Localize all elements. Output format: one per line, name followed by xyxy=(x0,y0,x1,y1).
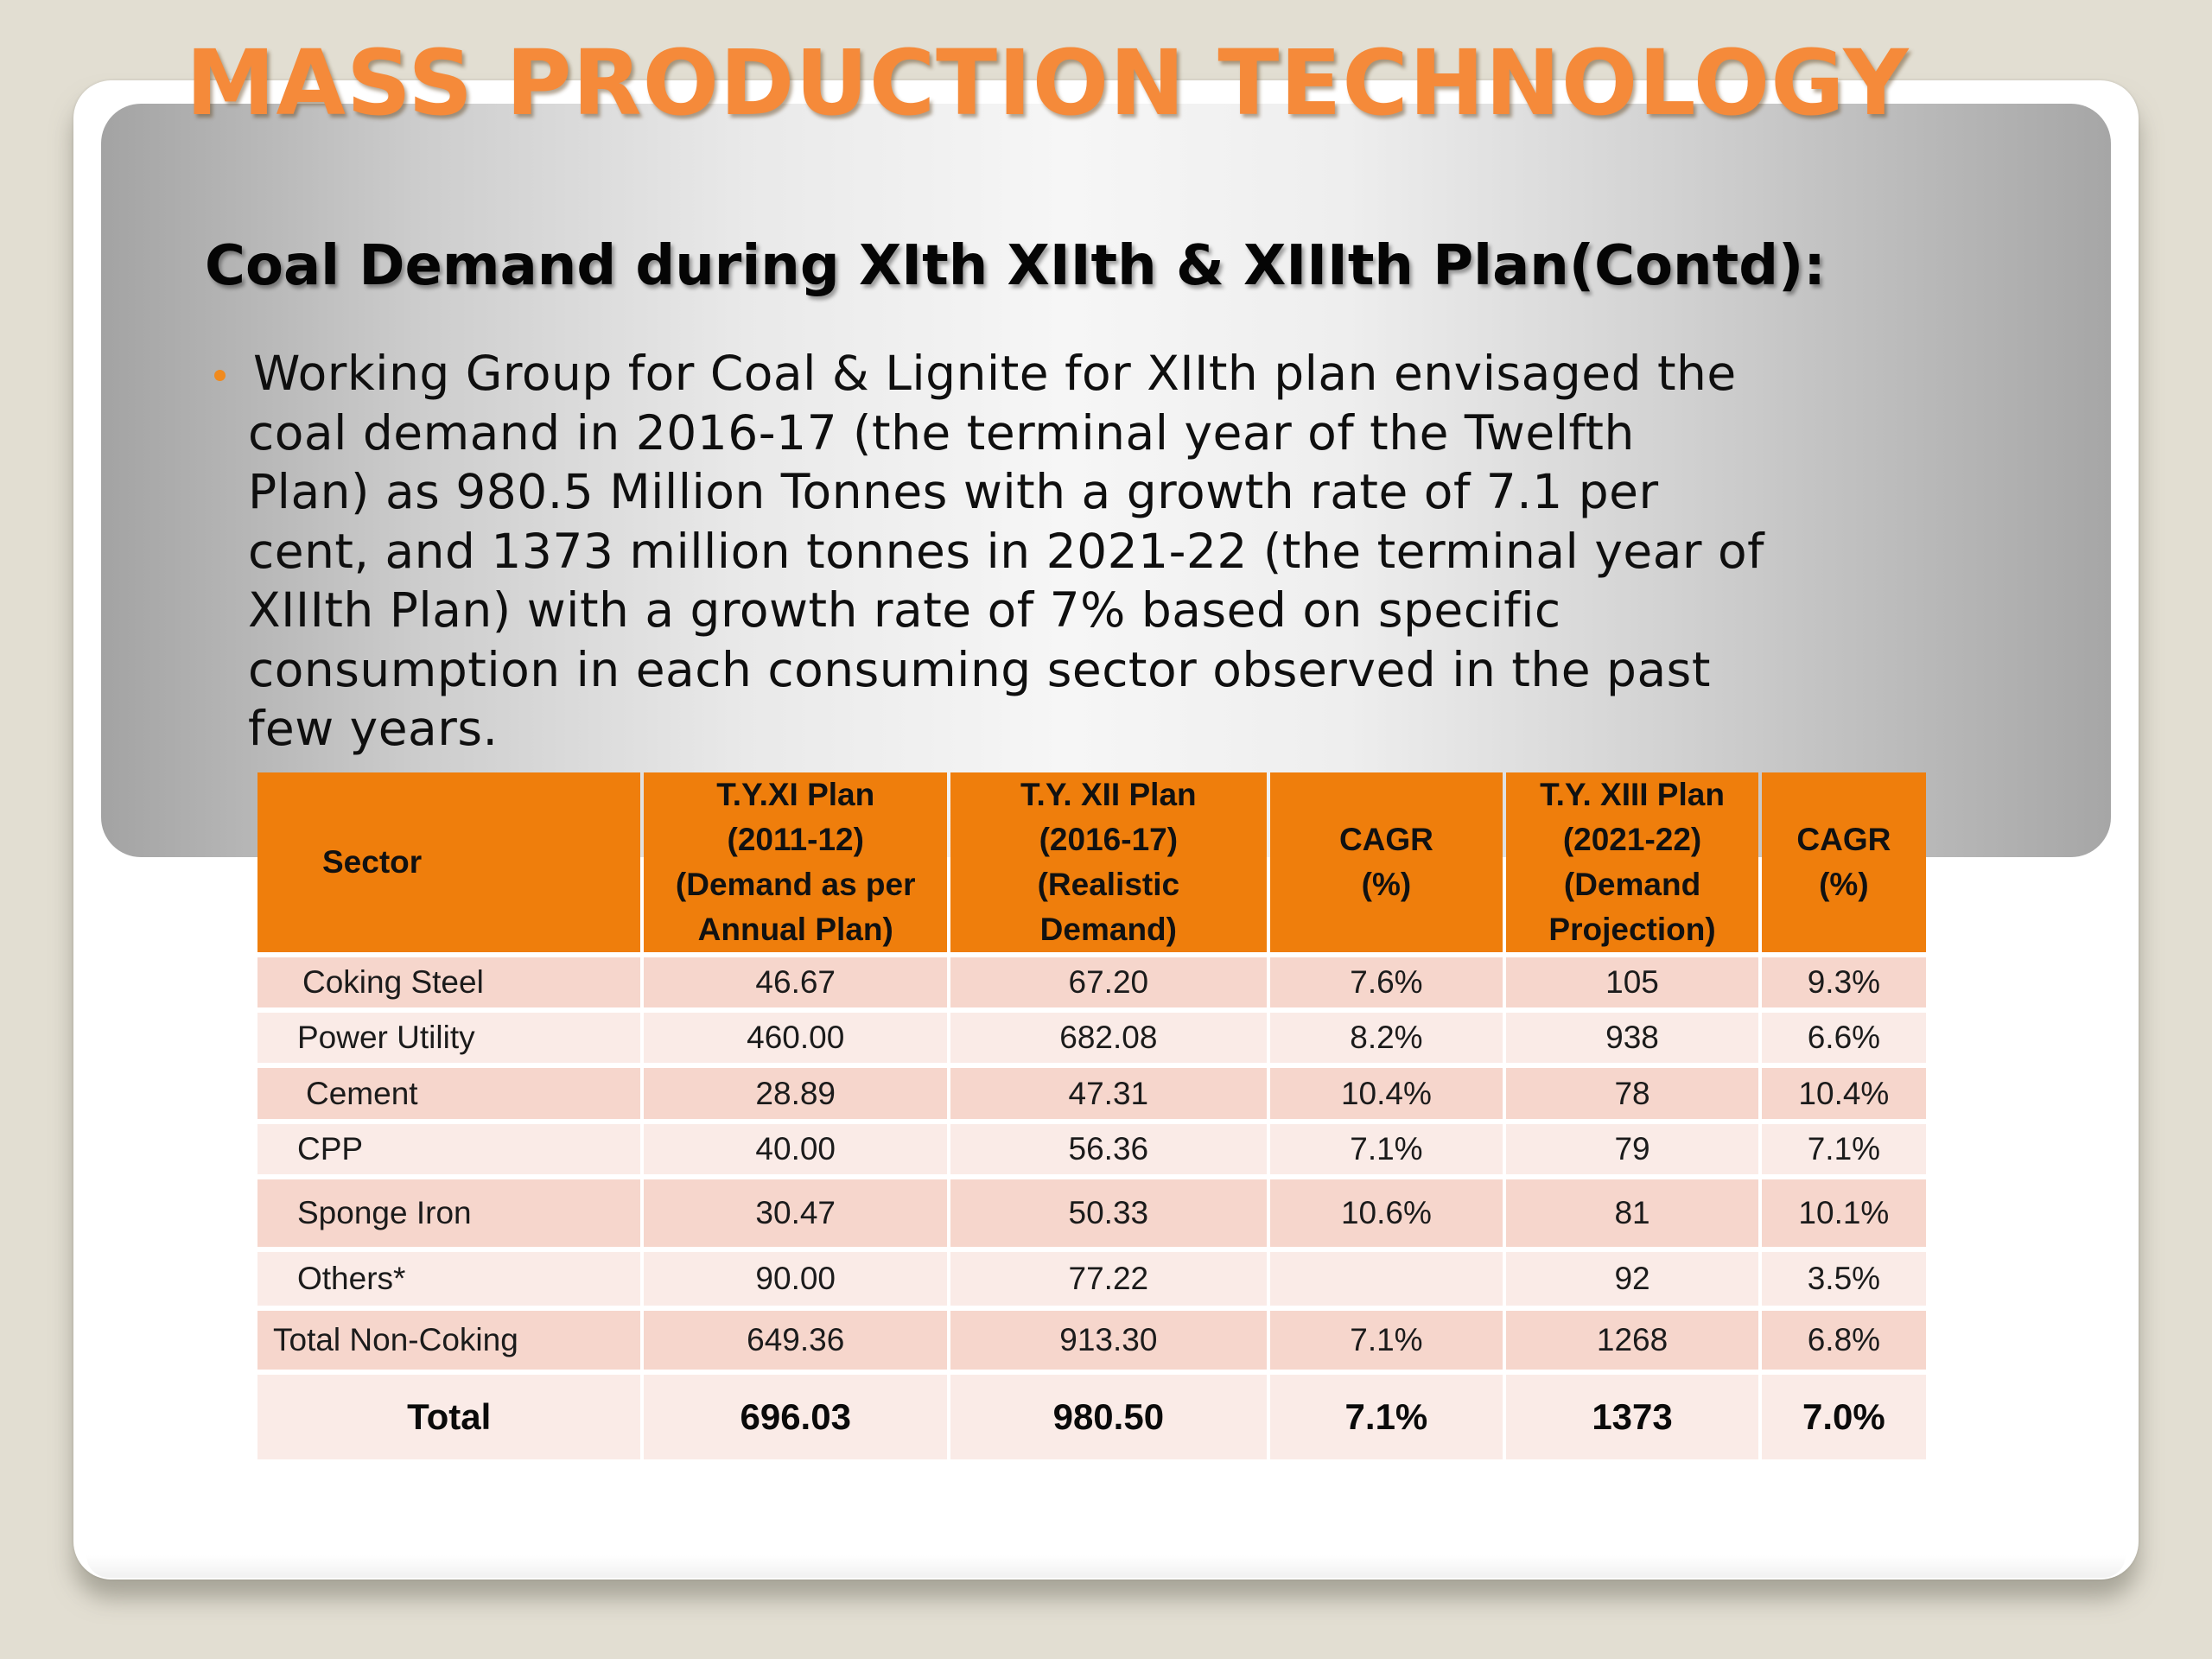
cell-sector: Total Non-Coking xyxy=(257,1311,641,1370)
cell-cagr-xiii: 6.8% xyxy=(1761,1311,1926,1370)
cell-cagr-xii: 7.6% xyxy=(1269,957,1503,1007)
cell-cagr-xiii: 10.1% xyxy=(1761,1179,1926,1247)
header-line: (2011-12) xyxy=(727,822,864,857)
table-row-total: Total 696.03 980.50 7.1% 1373 7.0% xyxy=(257,1375,1926,1459)
header-line: T.Y. XII Plan xyxy=(1020,777,1197,812)
slide-card-edge xyxy=(86,1555,2126,1578)
table-row: CPP 40.00 56.36 7.1% 79 7.1% xyxy=(257,1124,1926,1174)
cell-xiii-plan-demand: 938 xyxy=(1506,1013,1758,1063)
cell-xi-plan-demand: 696.03 xyxy=(644,1375,948,1459)
bullet-line: cent, and 1373 million tonnes in 2021-22… xyxy=(248,523,1765,579)
header-line: (%) xyxy=(1361,867,1412,902)
table-body: Coking Steel 46.67 67.20 7.6% 105 9.3% Power U… xyxy=(257,957,1926,1459)
cell-xiii-plan-demand: 1373 xyxy=(1506,1375,1758,1459)
table-header-row: Sector T.Y.XI Plan (2011-12) (Demand as … xyxy=(257,772,1926,952)
header-line: Projection) xyxy=(1548,912,1716,947)
cell-sector: Others* xyxy=(257,1252,641,1306)
cell-xii-plan-demand: 980.50 xyxy=(950,1375,1267,1459)
cell-sector: CPP xyxy=(257,1124,641,1174)
header-xiii-plan: T.Y. XIII Plan (2021-22) (Demand Project… xyxy=(1506,772,1758,952)
cell-sector: Total xyxy=(257,1375,641,1459)
header-line: (2016-17) xyxy=(1039,822,1179,857)
cell-cagr-xiii: 3.5% xyxy=(1761,1252,1926,1306)
table-row: Coking Steel 46.67 67.20 7.6% 105 9.3% xyxy=(257,957,1926,1007)
header-line: (Demand as per xyxy=(675,867,916,902)
cell-cagr-xiii: 7.0% xyxy=(1761,1375,1926,1459)
cell-xii-plan-demand: 56.36 xyxy=(950,1124,1267,1174)
cell-xiii-plan-demand: 81 xyxy=(1506,1179,1758,1247)
header-line: Annual Plan) xyxy=(697,912,893,947)
cell-xii-plan-demand: 913.30 xyxy=(950,1311,1267,1370)
header-line: (%) xyxy=(1819,867,1869,902)
table-row: Sponge Iron 30.47 50.33 10.6% 81 10.1% xyxy=(257,1179,1926,1247)
coal-demand-table: Sector T.Y.XI Plan (2011-12) (Demand as … xyxy=(254,767,1929,1465)
cell-sector: Sponge Iron xyxy=(257,1179,641,1247)
cell-xiii-plan-demand: 92 xyxy=(1506,1252,1758,1306)
bullet-line: Working Group for Coal & Lignite for XII… xyxy=(253,346,1737,401)
slide-title: MASS PRODUCTION TECHNOLOGY xyxy=(186,30,1910,136)
cell-sector: Power Utility xyxy=(257,1013,641,1063)
cell-xii-plan-demand: 67.20 xyxy=(950,957,1267,1007)
header-line: CAGR xyxy=(1338,822,1433,857)
cell-cagr-xiii: 10.4% xyxy=(1761,1068,1926,1119)
cell-cagr-xii: 7.1% xyxy=(1269,1375,1503,1459)
table-row: Others* 90.00 77.22 92 3.5% xyxy=(257,1252,1926,1306)
cell-sector: Coking Steel xyxy=(257,957,641,1007)
bullet-line: few years. xyxy=(248,701,499,756)
header-sector-label: Sector xyxy=(322,844,423,880)
bullet-item: Working Group for Coal & Lignite for XII… xyxy=(214,344,1942,759)
cell-xiii-plan-demand: 1268 xyxy=(1506,1311,1758,1370)
header-xi-plan: T.Y.XI Plan (2011-12) (Demand as per Ann… xyxy=(644,772,948,952)
header-line: (Demand xyxy=(1563,867,1701,902)
content-panel xyxy=(101,104,2111,857)
cell-xii-plan-demand: 50.33 xyxy=(950,1179,1267,1247)
table-row: Power Utility 460.00 682.08 8.2% 938 6.6% xyxy=(257,1013,1926,1063)
section-heading: Coal Demand during XIth XIIth & XIIIth P… xyxy=(205,234,1826,298)
header-line: T.Y.XI Plan xyxy=(716,777,875,812)
bullet-icon xyxy=(214,370,226,381)
cell-cagr-xii: 8.2% xyxy=(1269,1013,1503,1063)
cell-xi-plan-demand: 46.67 xyxy=(644,957,948,1007)
cell-cagr-xiii: 9.3% xyxy=(1761,957,1926,1007)
cell-cagr-xii: 7.1% xyxy=(1269,1124,1503,1174)
cell-xi-plan-demand: 40.00 xyxy=(644,1124,948,1174)
table-row: Cement 28.89 47.31 10.4% 78 10.4% xyxy=(257,1068,1926,1119)
cell-xi-plan-demand: 460.00 xyxy=(644,1013,948,1063)
header-line: Demand) xyxy=(1039,912,1177,947)
bullet-line: coal demand in 2016-17 (the terminal yea… xyxy=(248,404,1635,461)
cell-xiii-plan-demand: 105 xyxy=(1506,957,1758,1007)
header-sector: Sector xyxy=(257,772,641,952)
table-row: Total Non-Coking 649.36 913.30 7.1% 1268 6.8% xyxy=(257,1311,1926,1370)
cell-xi-plan-demand: 30.47 xyxy=(644,1179,948,1247)
header-xii-plan: T.Y. XII Plan (2016-17) (Realistic Deman… xyxy=(950,772,1267,952)
bullet-text: Working Group for Coal & Lignite for XII… xyxy=(248,344,2033,759)
cell-cagr-xii xyxy=(1269,1252,1503,1306)
cell-xii-plan-demand: 682.08 xyxy=(950,1013,1267,1063)
cell-xi-plan-demand: 649.36 xyxy=(644,1311,948,1370)
bullet-line: consumption in each consuming sector obs… xyxy=(248,641,1711,697)
bullet-line: XIIIth Plan) with a growth rate of 7% ba… xyxy=(248,582,1561,638)
cell-sector: Cement xyxy=(257,1068,641,1119)
header-line: CAGR xyxy=(1796,822,1891,857)
cell-cagr-xii: 10.4% xyxy=(1269,1068,1503,1119)
cell-xii-plan-demand: 47.31 xyxy=(950,1068,1267,1119)
header-cagr-xii: CAGR (%) xyxy=(1269,772,1503,952)
bullet-line: Plan) as 980.5 Million Tonnes with a gro… xyxy=(248,464,1659,519)
header-cagr-xiii: CAGR (%) xyxy=(1761,772,1926,952)
cell-cagr-xiii: 6.6% xyxy=(1761,1013,1926,1063)
header-line: (Realistic xyxy=(1037,867,1180,902)
cell-xi-plan-demand: 28.89 xyxy=(644,1068,948,1119)
header-line: (2021-22) xyxy=(1562,822,1702,857)
header-line: T.Y. XIII Plan xyxy=(1540,777,1725,812)
cell-xiii-plan-demand: 78 xyxy=(1506,1068,1758,1119)
cell-xii-plan-demand: 77.22 xyxy=(950,1252,1267,1306)
cell-cagr-xii: 7.1% xyxy=(1269,1311,1503,1370)
cell-cagr-xiii: 7.1% xyxy=(1761,1124,1926,1174)
cell-cagr-xii: 10.6% xyxy=(1269,1179,1503,1247)
cell-xi-plan-demand: 90.00 xyxy=(644,1252,948,1306)
cell-xiii-plan-demand: 79 xyxy=(1506,1124,1758,1174)
